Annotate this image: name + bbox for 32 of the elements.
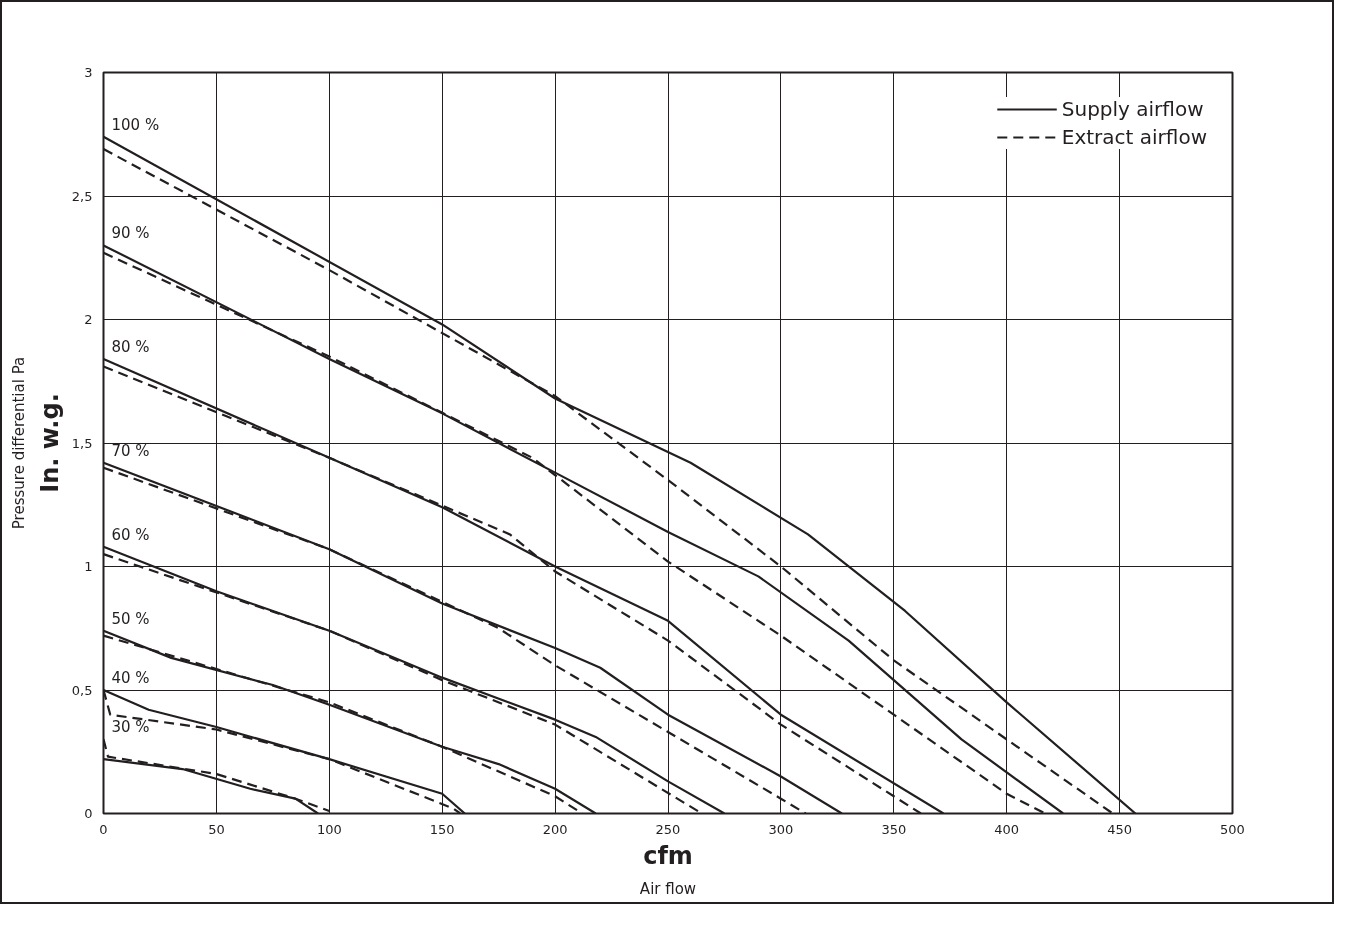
y-tick-label: 2,5: [71, 188, 93, 204]
x-tick-label: 350: [881, 821, 907, 837]
text: Air flow: [639, 879, 697, 898]
y-tick-label: 0: [84, 806, 93, 821]
x-tick-label: 150: [429, 821, 455, 837]
x-tick-label: 500: [1220, 821, 1245, 837]
x-tick-label: 100: [316, 821, 342, 837]
annotation: 50 %: [111, 609, 150, 628]
y-tick-label: 3: [84, 65, 93, 80]
annotation: 60 %: [111, 525, 150, 544]
annotation: 30 %: [111, 718, 150, 737]
x-tick-label: 50: [208, 821, 225, 837]
y-axis-title: In. w.g.: [35, 393, 64, 493]
annotation: 90 %: [111, 224, 150, 243]
x-tick-label: 200: [542, 821, 568, 837]
x-tick-label: 450: [1107, 821, 1133, 837]
x-axis-title: cfm: [643, 841, 693, 870]
x-tick-label: 0: [99, 821, 108, 837]
x-tick-label: 250: [655, 821, 681, 837]
text: Pressure differential Pa: [9, 356, 28, 530]
annotation: 40 %: [111, 669, 150, 687]
legend-label: Supply airflow: [1061, 97, 1204, 121]
x-tick-label: 300: [768, 821, 794, 837]
y-tick-label: 1,5: [71, 435, 93, 451]
y-tick-label: 0,5: [71, 682, 93, 698]
annotation: 100 %: [111, 115, 160, 134]
annotation: 70 %: [111, 441, 150, 460]
x-tick-label: 400: [994, 821, 1020, 837]
y-tick-label: 2: [84, 312, 93, 327]
legend-label: Extract airflow: [1061, 125, 1207, 149]
y-tick-label: 1: [84, 559, 93, 574]
annotation: 80 %: [111, 338, 150, 357]
